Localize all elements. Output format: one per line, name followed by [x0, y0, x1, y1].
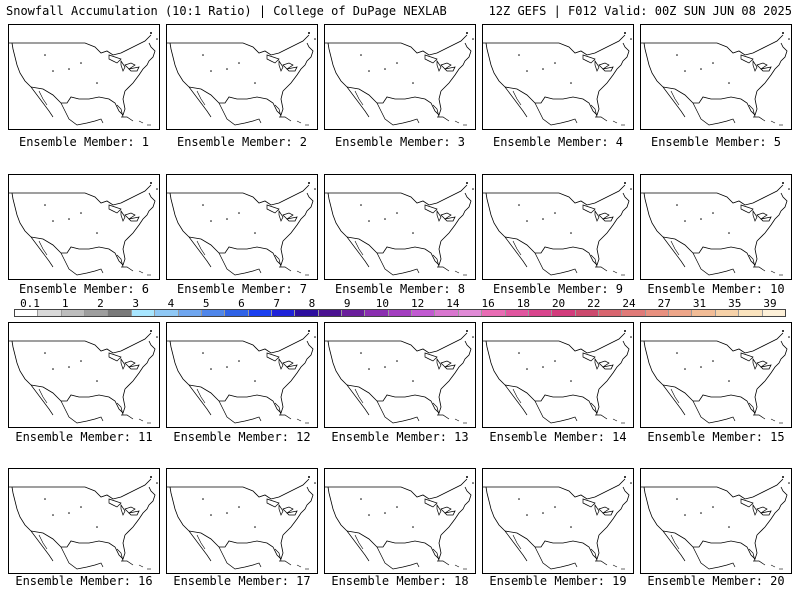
- colorbar-swatch: [365, 310, 389, 316]
- colorbar-swatch: [61, 310, 86, 316]
- ensemble-member-label: Ensemble Member: 16: [15, 574, 153, 588]
- colorbar-swatch: [38, 310, 62, 316]
- ensemble-member-label: Ensemble Member: 10: [647, 282, 785, 296]
- map-title: Snowfall Accumulation (10:1 Ratio) | Col…: [6, 4, 447, 18]
- colorbar-swatch: [575, 310, 599, 316]
- ensemble-member-label: Ensemble Member: 1: [18, 135, 150, 149]
- ensemble-member-map: [166, 322, 318, 428]
- ensemble-member-label: Ensemble Member: 8: [334, 282, 466, 296]
- ensemble-member-label: Ensemble Member: 11: [15, 430, 153, 444]
- ensemble-member-label: Ensemble Member: 5: [650, 135, 782, 149]
- ensemble-member-map: [482, 322, 634, 428]
- colorbar-swatch: [108, 310, 132, 316]
- colorbar-swatch: [342, 310, 366, 316]
- colorbar-swatch: [225, 310, 249, 316]
- colorbar-swatch: [715, 310, 740, 316]
- ensemble-member-map: [324, 468, 476, 574]
- colorbar-swatch: [412, 310, 436, 316]
- ensemble-member-map: [324, 322, 476, 428]
- colorbar-tick-label: 18: [516, 297, 530, 310]
- ensemble-member-label: Ensemble Member: 14: [489, 430, 627, 444]
- ensemble-member-label: Ensemble Member: 4: [492, 135, 624, 149]
- ensemble-member-map: [8, 174, 160, 280]
- ensemble-member-map: [640, 468, 792, 574]
- colorbar-tick-label: 10: [375, 297, 389, 310]
- colorbar-tick-label: 22: [587, 297, 601, 310]
- colorbar-tick-label: 1: [61, 297, 69, 310]
- ensemble-member-label: Ensemble Member: 2: [176, 135, 308, 149]
- colorbar-swatch: [15, 310, 39, 316]
- colorbar-swatch: [669, 310, 693, 316]
- colorbar-tick-label: 0.1: [20, 297, 40, 310]
- colorbar-swatch: [295, 310, 319, 316]
- ensemble-member-label: Ensemble Member: 6: [18, 282, 150, 296]
- colorbar-swatch: [622, 310, 646, 316]
- colorbar-tick-label: 16: [481, 297, 495, 310]
- ensemble-member-map: [640, 322, 792, 428]
- ensemble-member-map: [482, 174, 634, 280]
- ensemble-member-label: Ensemble Member: 3: [334, 135, 466, 149]
- colorbar-swatch: [505, 310, 529, 316]
- colorbar-tick-label: 35: [728, 297, 742, 310]
- colorbar-tick-label: 20: [551, 297, 566, 310]
- ensemble-member-map: [482, 468, 634, 574]
- colorbar-tick-label: 8: [308, 297, 316, 310]
- ensemble-member-map: [8, 24, 160, 130]
- ensemble-member-label: Ensemble Member: 12: [173, 430, 311, 444]
- valid-time-title: 12Z GEFS | F012 Valid: 00Z SUN JUN 08 20…: [488, 4, 792, 18]
- colorbar-swatch: [692, 310, 716, 316]
- colorbar-tick-label: 14: [446, 297, 460, 310]
- ensemble-member-map: [324, 24, 476, 130]
- colorbar-tick-label: 6: [238, 297, 245, 310]
- colorbar-swatch: [201, 310, 226, 316]
- ensemble-member-map: [166, 24, 318, 130]
- colorbar-swatch: [318, 310, 343, 316]
- ensemble-member-map: [640, 174, 792, 280]
- ensemble-member-label: Ensemble Member: 18: [331, 574, 469, 588]
- colorbar-tick-label: 4: [167, 297, 175, 310]
- colorbar-tick-label: 7: [273, 297, 280, 310]
- colorbar-tick-label: 39: [763, 297, 777, 310]
- ensemble-member-map: [324, 174, 476, 280]
- snowfall-colorbar: [14, 309, 786, 317]
- ensemble-member-map: [640, 24, 792, 130]
- colorbar-swatch: [131, 310, 156, 316]
- ensemble-member-label: Ensemble Member: 17: [173, 574, 311, 588]
- colorbar-swatch: [762, 310, 785, 316]
- ensemble-member-map: [482, 24, 634, 130]
- ensemble-member-label: Ensemble Member: 9: [492, 282, 624, 296]
- ensemble-member-map: [8, 468, 160, 574]
- colorbar-tick-label: 27: [657, 297, 671, 310]
- colorbar-swatch: [435, 310, 459, 316]
- ensemble-member-label: Ensemble Member: 19: [489, 574, 627, 588]
- colorbar-tick-label: 9: [343, 297, 351, 310]
- ensemble-member-map: [166, 468, 318, 574]
- ensemble-member-label: Ensemble Member: 20: [647, 574, 785, 588]
- colorbar-swatch: [645, 310, 670, 316]
- colorbar-tick-label: 12: [410, 297, 425, 310]
- ensemble-member-map: [8, 322, 160, 428]
- colorbar-swatch: [155, 310, 179, 316]
- ensemble-member-map: [166, 174, 318, 280]
- colorbar-swatch: [482, 310, 506, 316]
- colorbar-tick-label: 5: [202, 297, 210, 310]
- colorbar-tick-label: 2: [97, 297, 104, 310]
- colorbar-swatch: [178, 310, 202, 316]
- colorbar-swatch: [598, 310, 623, 316]
- colorbar-swatch: [739, 310, 763, 316]
- colorbar-tick-label: 31: [692, 297, 707, 310]
- ensemble-member-label: Ensemble Member: 7: [176, 282, 308, 296]
- ensemble-member-label: Ensemble Member: 15: [647, 430, 785, 444]
- colorbar-swatch: [388, 310, 413, 316]
- colorbar-tick-label: 24: [622, 297, 636, 310]
- colorbar-swatch: [528, 310, 553, 316]
- colorbar-swatch: [271, 310, 296, 316]
- colorbar-swatch: [248, 310, 272, 316]
- colorbar-swatch: [85, 310, 109, 316]
- colorbar-swatch: [458, 310, 483, 316]
- colorbar-swatch: [552, 310, 576, 316]
- ensemble-member-label: Ensemble Member: 13: [331, 430, 469, 444]
- colorbar-tick-label: 3: [132, 297, 140, 310]
